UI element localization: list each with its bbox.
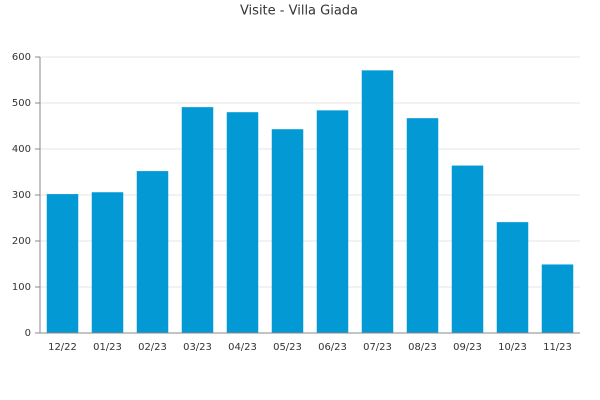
- bar: [136, 171, 169, 333]
- x-tick-label: 10/23: [498, 342, 527, 353]
- bar: [46, 194, 79, 333]
- x-tick-label: 12/22: [48, 342, 77, 353]
- x-tick-label: 07/23: [363, 342, 392, 353]
- y-tick-label: 0: [25, 328, 31, 339]
- bar: [541, 264, 574, 333]
- x-tick-label: 09/23: [453, 342, 482, 353]
- bar: [181, 107, 214, 333]
- bar: [451, 165, 484, 333]
- chart-title: Visite - Villa Giada: [240, 4, 358, 19]
- bar: [271, 129, 304, 333]
- bar: [361, 70, 394, 333]
- y-tick-label: 200: [12, 236, 31, 247]
- x-tick-label: 01/23: [93, 342, 122, 353]
- y-tick-label: 100: [12, 282, 31, 293]
- x-tick-label: 05/23: [273, 342, 302, 353]
- x-tick-label: 11/23: [543, 342, 572, 353]
- bar: [91, 192, 124, 333]
- bar: [316, 110, 349, 333]
- x-tick-label: 06/23: [318, 342, 347, 353]
- x-tick-label: 02/23: [138, 342, 167, 353]
- x-tick-label: 08/23: [408, 342, 437, 353]
- x-tick-label: 04/23: [228, 342, 257, 353]
- bar: [406, 118, 439, 334]
- y-tick-label: 300: [12, 190, 31, 201]
- bar: [226, 112, 259, 333]
- bar: [496, 222, 529, 333]
- y-tick-label: 400: [12, 144, 31, 155]
- y-tick-label: 600: [12, 52, 31, 63]
- x-tick-label: 03/23: [183, 342, 212, 353]
- y-tick-label: 500: [12, 98, 31, 109]
